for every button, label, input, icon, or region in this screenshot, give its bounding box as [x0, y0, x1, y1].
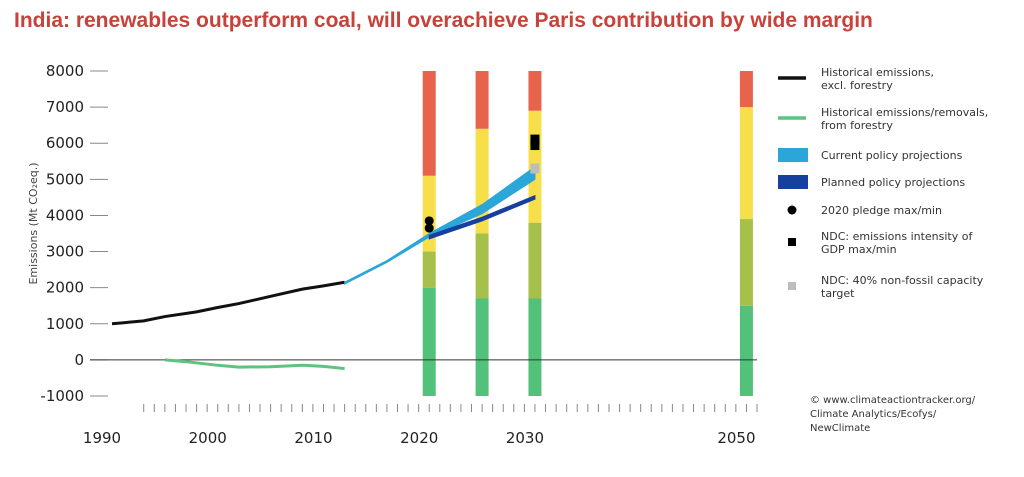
band-segment	[739, 219, 753, 306]
legend-label: GDP max/min	[821, 243, 897, 256]
y-tick-label: -1000	[40, 387, 84, 405]
x-tick-label: 2030	[506, 429, 544, 447]
ndc-intensity-marker	[530, 140, 540, 151]
y-tick-label: 8000	[46, 62, 84, 80]
planned-policy-projection	[428, 194, 536, 240]
y-tick-label: 1000	[46, 315, 84, 333]
band-segment	[528, 298, 542, 396]
chart-legend: Historical emissions,excl. forestry Histo…	[778, 66, 988, 300]
y-tick-label: 5000	[46, 170, 84, 188]
y-tick-label: 4000	[46, 206, 84, 224]
y-tick-label: 2000	[46, 279, 84, 297]
x-tick-label: 2010	[294, 429, 332, 447]
y-tick-label: 7000	[46, 98, 84, 116]
legend-label: Historical emissions,	[821, 66, 934, 79]
band-segment	[475, 71, 489, 129]
historical-emissions-line	[111, 280, 345, 326]
x-tick-label: 2050	[717, 429, 755, 447]
band-segment	[475, 298, 489, 396]
y-axis-label: Emissions (Mt CO₂eq.)	[27, 162, 40, 284]
rating-bands	[422, 71, 753, 396]
y-tick-label: 6000	[46, 134, 84, 152]
credit-line: NewClimate	[810, 423, 870, 434]
legend-label: Current policy projections	[821, 149, 963, 162]
y-tick-label: 3000	[46, 243, 84, 261]
legend-label: Historical emissions/removals,	[821, 106, 988, 119]
y-tick-label: 0	[74, 351, 84, 369]
chart-series	[111, 165, 536, 371]
band-segment	[475, 233, 489, 299]
x-tick-label: 2000	[189, 429, 227, 447]
pledge-marker	[424, 223, 434, 233]
band-segment	[739, 107, 753, 220]
band-segment	[422, 287, 436, 396]
legend-label: from forestry	[821, 119, 893, 132]
legend-label: Planned policy projections	[821, 176, 965, 189]
band-segment	[739, 305, 753, 396]
page-title: India: renewables outperform coal, will …	[14, 9, 873, 32]
ndc-intensity-marker	[530, 134, 540, 145]
legend-box-swatch	[778, 175, 808, 189]
band-segment	[528, 222, 542, 299]
x-tick-label: 2020	[400, 429, 438, 447]
x-tick-label: 1990	[83, 429, 121, 447]
chart-credit: © www.climateactiontracker.org/Climate A…	[810, 395, 976, 434]
legend-circle-swatch	[787, 205, 797, 215]
credit-line: Climate Analytics/Ecofys/	[810, 409, 937, 420]
band-segment	[422, 71, 436, 176]
ndc-nonfossil-marker	[530, 163, 540, 174]
legend-label: 2020 pledge max/min	[821, 204, 942, 217]
band-segment	[739, 71, 753, 108]
credit-line: © www.climateactiontracker.org/	[810, 395, 976, 406]
legend-label: excl. forestry	[821, 79, 893, 92]
legend-label: NDC: emissions intensity of	[821, 230, 973, 243]
legend-square-swatch	[788, 282, 796, 290]
current-policy-projection	[344, 165, 536, 285]
band-segment	[528, 71, 542, 111]
legend-label: target	[821, 287, 855, 300]
chart-axes: -1000 0 1000 2000 3000 4000 5000 6000 7000 8000 Em…	[27, 62, 758, 447]
pledge-marker	[424, 216, 434, 226]
forestry-emissions-line	[164, 358, 345, 371]
legend-box-swatch	[778, 148, 808, 162]
legend-label: NDC: 40% non-fossil capacity	[821, 274, 984, 287]
legend-square-swatch	[788, 238, 796, 246]
band-segment	[422, 251, 436, 288]
chart-markers	[424, 134, 540, 233]
